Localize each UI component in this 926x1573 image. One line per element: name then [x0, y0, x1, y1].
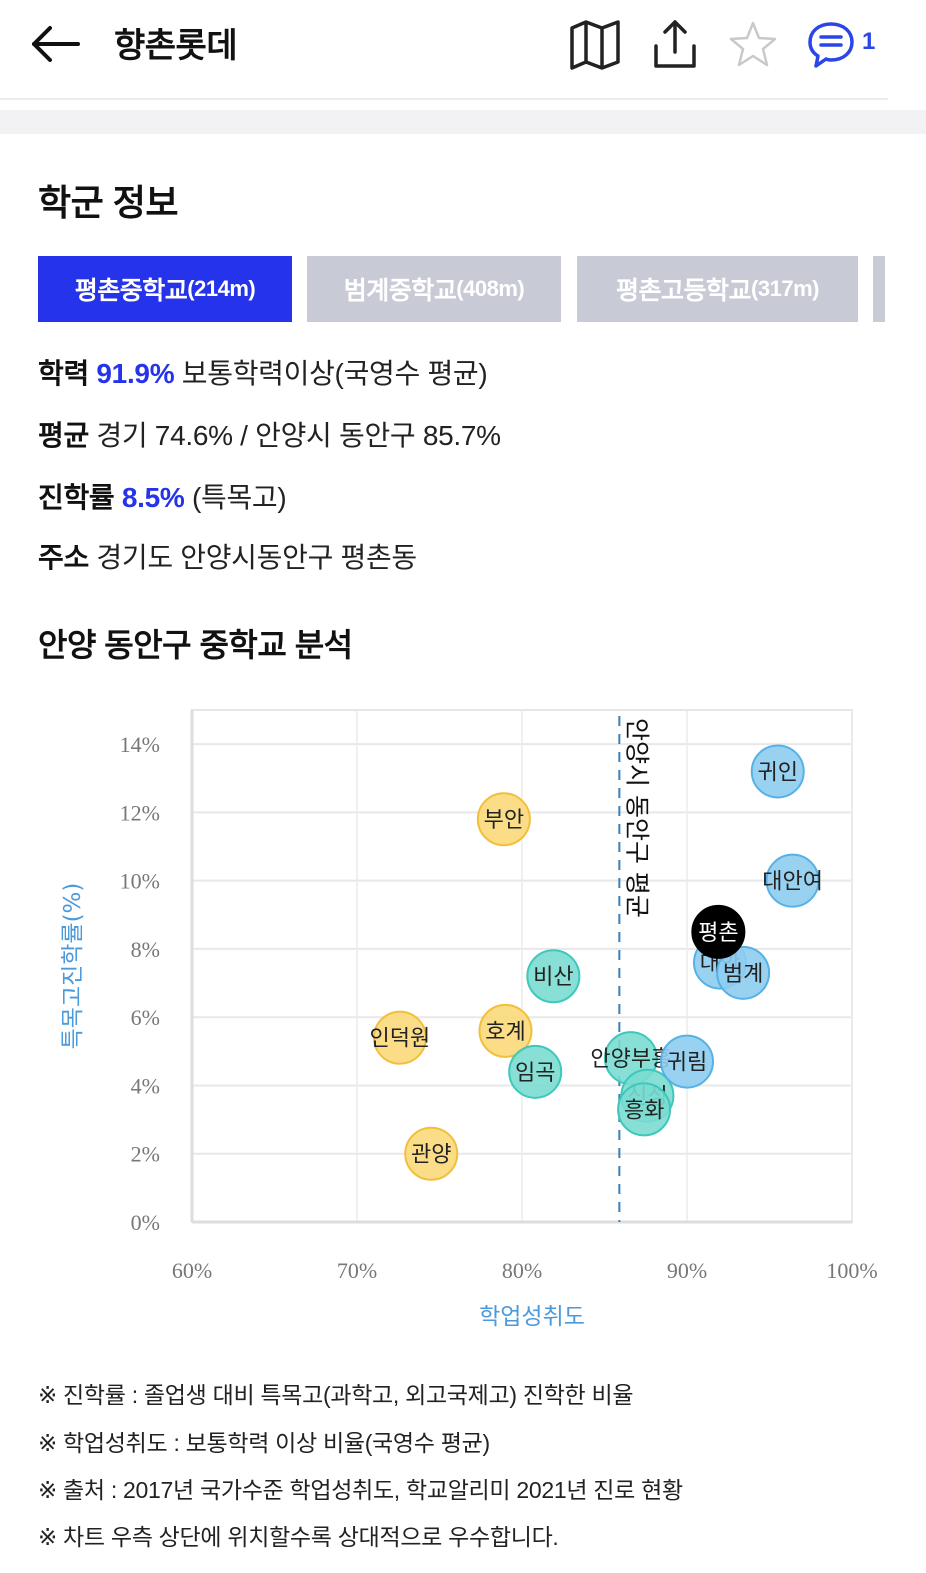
data-point	[660, 1034, 714, 1089]
info-desc: (특목고)	[191, 482, 287, 513]
data-point	[476, 792, 531, 847]
y-axis-title: 특목고진학률(%)	[60, 883, 86, 1050]
tab-pyeongchon-high[interactable]: 평촌고등학교 (317m)	[577, 256, 858, 322]
tab-beomgye-middle[interactable]: 범계중학교 (408m)	[307, 256, 561, 322]
data-point-label: 임곡	[515, 1061, 555, 1086]
tab-label: 평촌중학교	[74, 277, 188, 305]
x-tick-label: 80%	[502, 1258, 542, 1283]
chart-svg: 0% 2% 4% 6% 8% 10% 12% 14% 60% 70% 80% 90% 100% 학업성취도…	[60, 709, 878, 1330]
tab-distance: (408m)	[456, 276, 525, 301]
back-arrow-icon	[32, 26, 80, 62]
data-point-label: 부안	[484, 808, 524, 833]
data-point-label: 관양	[411, 1143, 451, 1168]
reference-line-label: 안양시 동안구 평균	[622, 718, 651, 918]
x-tick-label: 100%	[826, 1258, 877, 1283]
data-point-label: 비산	[533, 965, 573, 990]
share-button[interactable]	[648, 18, 702, 72]
y-tick-label: 4%	[131, 1073, 160, 1098]
scatter-chart: 0% 2% 4% 6% 8% 10% 12% 14% 60% 70% 80% 90% 100% 학업성취도…	[0, 690, 926, 1350]
data-point	[508, 1044, 563, 1099]
data-point	[750, 744, 805, 799]
header-divider	[0, 98, 888, 100]
comment-count: 1	[862, 28, 876, 55]
note-advance-rate: ※ 진학률 : 졸업생 대비 특목고(과학고, 외고국제고) 진학한 비율	[38, 1382, 634, 1408]
data-point	[372, 1010, 427, 1065]
info-label: 평균	[38, 420, 89, 451]
page-title: 향촌롯데	[114, 27, 238, 65]
info-desc: 경기도 안양시동안구 평촌동	[96, 542, 417, 573]
y-tick-label: 8%	[131, 937, 160, 962]
y-tick-label: 6%	[131, 1005, 160, 1030]
data-point-label: 흥화	[624, 1098, 664, 1123]
data-point-label: 호계	[485, 1020, 525, 1045]
x-tick-label: 60%	[172, 1258, 212, 1283]
tab-distance: (317m)	[751, 276, 819, 301]
info-academic: 학력 91.9% 보통학력이상(국영수 평균)	[38, 352, 488, 392]
info-value: 91.9%	[96, 358, 175, 389]
info-label: 진학률	[38, 482, 115, 513]
data-point-label: 대안여	[762, 870, 823, 895]
info-desc: 경기 74.6% / 안양시 동안구 85.7%	[96, 420, 501, 451]
data-point-label: 귀림	[667, 1051, 707, 1076]
info-label: 학력	[38, 358, 89, 389]
tab-label: 범계중학교	[343, 277, 457, 305]
tab-label: 평촌고등학교	[616, 277, 752, 305]
info-desc: 보통학력이상(국영수 평균)	[181, 358, 488, 389]
data-point-label: 귀인	[758, 760, 798, 785]
info-label: 주소	[38, 542, 89, 573]
info-value: 8.5%	[121, 482, 185, 513]
data-point	[404, 1126, 459, 1181]
y-tick-label: 12%	[120, 800, 160, 825]
note-guide: ※ 차트 우측 상단에 위치할수록 상대적으로 우수합니다.	[38, 1524, 559, 1550]
data-point-label: 평촌	[698, 921, 738, 946]
share-icon	[654, 20, 696, 68]
chart-title: 안양 동안구 중학교 분석	[38, 627, 353, 663]
y-tick-label: 14%	[120, 732, 160, 757]
x-tick-label: 90%	[667, 1258, 707, 1283]
speech-bubble-icon	[808, 22, 854, 68]
data-point-label: 안양부흥	[590, 1047, 671, 1072]
section-title: 학군 정보	[38, 182, 178, 223]
data-point	[716, 945, 771, 1000]
map-button[interactable]	[568, 18, 622, 72]
info-advance: 진학률 8.5% (특목고)	[38, 476, 287, 516]
data-point	[691, 904, 746, 959]
data-point	[617, 1082, 672, 1137]
y-tick-label: 0%	[131, 1210, 160, 1235]
favorite-button[interactable]	[726, 18, 780, 72]
star-icon	[729, 21, 777, 67]
tab-distance: (214m)	[187, 276, 256, 301]
back-button[interactable]	[26, 20, 86, 70]
data-point-label: 범계	[723, 962, 763, 987]
data-point	[478, 1003, 533, 1058]
note-achievement: ※ 학업성취도 : 보통학력 이상 비율(국영수 평균)	[38, 1430, 490, 1456]
y-tick-label: 2%	[131, 1142, 160, 1167]
data-point	[526, 949, 581, 1004]
note-source: ※ 출처 : 2017년 국가수준 학업성취도, 학교알리미 2021년 진로 …	[38, 1477, 683, 1503]
y-tick-label: 10%	[120, 869, 160, 894]
comment-button[interactable]	[804, 18, 858, 72]
section-separator	[0, 110, 926, 134]
data-point	[765, 853, 820, 908]
data-point-label: 인덕원	[370, 1027, 431, 1052]
school-tabs: 평촌중학교 (214m) 범계중학교 (408m) 평촌고등학교 (317m)	[38, 256, 926, 322]
info-address: 주소 경기도 안양시동안구 평촌동	[38, 536, 417, 576]
tab-more[interactable]	[873, 256, 885, 322]
info-average: 평균 경기 74.6% / 안양시 동안구 85.7%	[38, 414, 501, 454]
x-tick-label: 70%	[337, 1258, 377, 1283]
app-header: 향촌롯데 1	[0, 0, 926, 100]
x-axis-title: 학업성취도	[479, 1304, 585, 1330]
tab-pyeongchon-middle[interactable]: 평촌중학교 (214m)	[38, 256, 292, 322]
map-icon	[570, 20, 620, 70]
